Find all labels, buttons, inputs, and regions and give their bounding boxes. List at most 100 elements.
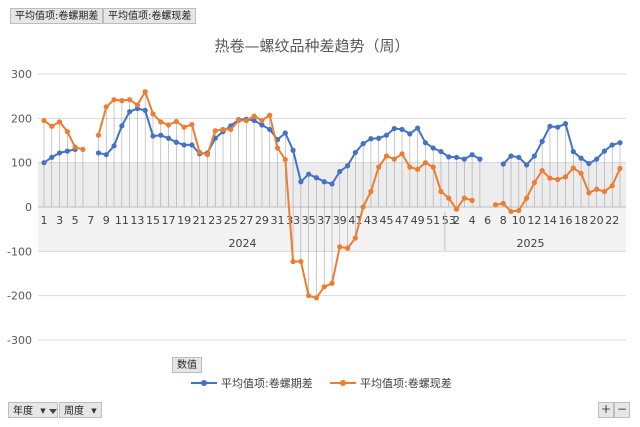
x-tick-label: 9: [103, 214, 110, 227]
x-tick-label: 18: [574, 214, 588, 227]
data-point-series-1: [313, 175, 320, 181]
value-field-button-1[interactable]: 平均值项:卷螺期差: [10, 8, 104, 24]
data-point-series-1: [173, 139, 179, 145]
data-point-series-1: [56, 150, 63, 156]
year-field-button[interactable]: 年度 ▼: [8, 402, 58, 418]
legend-marker-series1: [201, 380, 207, 386]
data-point-series-2: [49, 123, 55, 129]
data-point-series-2: [72, 144, 78, 150]
data-point-series-1: [594, 156, 600, 162]
data-field-label: 数值: [177, 360, 197, 371]
data-point-series-1: [119, 123, 125, 129]
data-point-series-1: [150, 133, 156, 139]
data-point-series-2: [313, 295, 320, 301]
data-point-series-2: [446, 195, 452, 201]
x-tick-label: 6: [484, 214, 491, 227]
data-point-series-1: [344, 163, 351, 169]
x-tick-label: 29: [255, 214, 269, 227]
data-point-series-2: [516, 207, 522, 214]
x-tick-label: 47: [395, 214, 409, 227]
collapse-button[interactable]: −: [614, 402, 630, 418]
x-tick-label: 45: [379, 214, 393, 227]
y-axis-ticks: 300 200 100 0 -100 -200 -300: [7, 68, 32, 347]
data-point-series-2: [259, 117, 265, 124]
data-point-series-2: [500, 200, 506, 207]
data-point-series-1: [516, 154, 522, 160]
data-point-series-2: [158, 119, 164, 125]
data-point-series-2: [212, 128, 218, 134]
data-point-series-1: [438, 148, 444, 155]
data-point-series-2: [438, 188, 444, 195]
x-tick-label: 5: [72, 214, 79, 227]
data-point-series-2: [282, 156, 288, 163]
data-point-series-1: [453, 154, 460, 160]
x-tick-label: 19: [177, 214, 191, 227]
x-tick-label: 35: [302, 214, 316, 227]
x-tick-label: 4: [469, 214, 476, 227]
data-point-series-2: [181, 124, 187, 130]
data-point-series-2: [508, 208, 514, 215]
data-point-series-1: [251, 117, 257, 124]
filter-icon: [48, 408, 57, 414]
data-point-series-2: [594, 186, 600, 192]
y-tick-label: 300: [11, 68, 32, 81]
x-axis-ticks: 1 3 5 7 9 11 13 15 17 19 21 23 25 27 29 31 33 35 37 39 41 43 4…: [41, 212, 619, 251]
data-point-series-2: [422, 160, 429, 166]
data-point-series-1: [430, 145, 436, 151]
minus-icon: −: [616, 402, 628, 416]
data-point-series-2: [329, 280, 335, 286]
x-tick-label: 12: [527, 214, 541, 227]
data-point-series-2: [492, 202, 499, 208]
x-tick-label: 7: [87, 214, 94, 227]
week-field-button[interactable]: 周度 ▼: [59, 402, 102, 418]
data-point-series-2: [95, 132, 102, 138]
data-point-series-2: [453, 206, 460, 212]
data-point-series-1: [103, 152, 109, 158]
x-tick-label: 3: [56, 214, 63, 227]
data-point-series-1: [422, 140, 429, 146]
data-point-series-2: [80, 146, 86, 152]
x-tick-label: 2: [453, 214, 460, 227]
x-tick-label: 13: [130, 214, 144, 227]
data-point-series-2: [415, 166, 421, 172]
data-point-series-2: [306, 293, 312, 299]
year-field-label: 年度: [13, 406, 33, 417]
x-tick-label: 51: [426, 214, 440, 227]
data-point-series-1: [570, 148, 576, 155]
data-point-series-1: [360, 141, 366, 147]
plus-icon: +: [600, 402, 612, 416]
data-point-series-1: [609, 142, 615, 148]
data-point-series-1: [127, 109, 133, 115]
value-field-button-2[interactable]: 平均值项:卷螺现差: [103, 8, 197, 24]
legend-marker-series2: [340, 380, 346, 386]
data-point-series-1: [306, 171, 312, 177]
data-point-series-1: [562, 121, 569, 127]
data-point-series-2: [531, 180, 537, 186]
data-point-series-2: [391, 156, 397, 162]
data-point-series-2: [578, 170, 584, 176]
x-tick-label: 25: [224, 214, 238, 227]
data-point-series-2: [290, 258, 296, 265]
data-point-series-2: [570, 165, 576, 171]
data-point-series-2: [601, 188, 608, 195]
data-field-button[interactable]: 数值: [172, 357, 202, 373]
x-tick-label: 43: [364, 214, 378, 227]
data-point-series-1: [267, 126, 273, 133]
data-point-series-1: [49, 154, 55, 160]
x-tick-label: 1: [41, 214, 48, 227]
expand-button[interactable]: +: [598, 402, 614, 418]
data-point-series-2: [555, 176, 561, 183]
data-point-series-2: [56, 119, 63, 125]
data-point-series-1: [181, 142, 187, 148]
data-point-series-1: [368, 136, 374, 142]
data-point-series-1: [415, 125, 421, 131]
data-point-series-1: [586, 160, 592, 167]
x-tick-label: 39: [333, 214, 347, 227]
y-tick-label: -200: [7, 290, 32, 303]
x-tick-label: 27: [239, 214, 253, 227]
data-point-series-2: [321, 284, 327, 290]
data-point-series-1: [352, 149, 358, 156]
data-point-series-1: [407, 131, 413, 137]
legend: 平均值项:卷螺期差 平均值项:卷螺现差: [191, 376, 452, 390]
